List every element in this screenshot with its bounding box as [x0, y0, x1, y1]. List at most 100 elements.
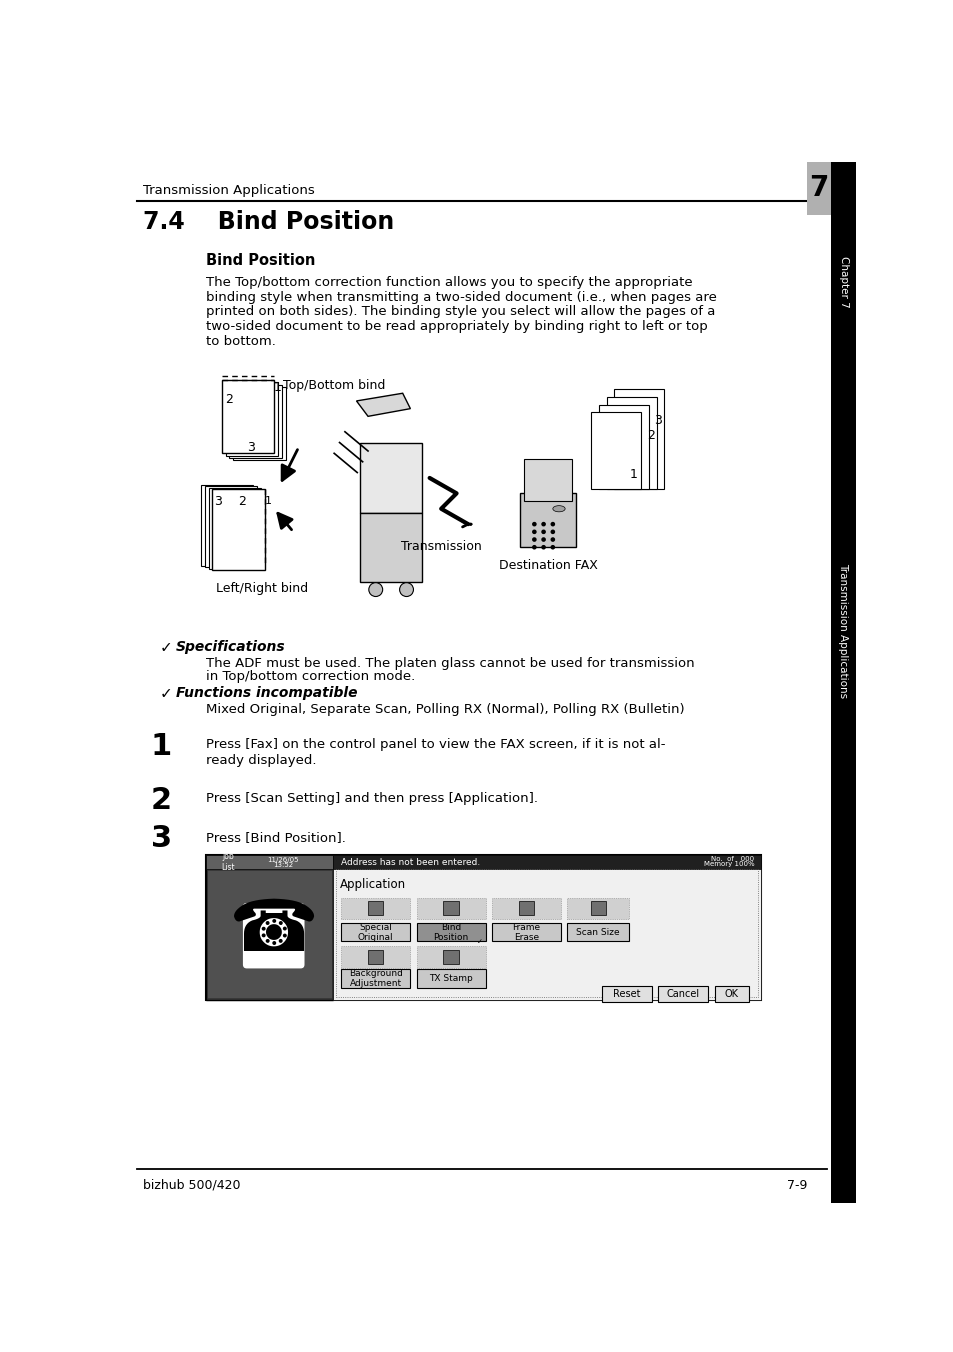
Bar [360, 443, 421, 512]
Bar [333, 856, 760, 1000]
Circle shape [540, 522, 545, 526]
Text: 2: 2 [225, 393, 233, 406]
Bar [714, 986, 748, 1002]
Bar [206, 856, 333, 1000]
Text: Bind
Position: Bind Position [433, 922, 468, 942]
Text: Cancel: Cancel [666, 988, 700, 999]
Bar [208, 871, 332, 999]
Bar [806, 162, 830, 215]
Text: Functions incompatible: Functions incompatible [175, 685, 356, 700]
Text: TX Stamp: TX Stamp [429, 973, 473, 983]
Circle shape [550, 537, 555, 542]
Text: Top/Bottom bind: Top/Bottom bind [283, 379, 385, 392]
Bar [601, 986, 652, 1002]
Bar [567, 898, 628, 919]
Text: ✓: ✓ [160, 685, 172, 700]
Text: Transmission Applications: Transmission Applications [143, 184, 314, 197]
Text: No.  of   000: No. of 000 [711, 856, 754, 863]
Bar [213, 489, 265, 571]
Bar [658, 986, 708, 1002]
Bar [416, 923, 485, 941]
Bar [416, 969, 485, 988]
Bar [614, 389, 664, 489]
Circle shape [532, 545, 537, 549]
Text: printed on both sides). The binding style you select will allow the pages of a: printed on both sides). The binding styl… [206, 306, 715, 319]
Bar [206, 856, 333, 869]
Text: Address has not been entered.: Address has not been entered. [341, 857, 479, 867]
Text: Press [Fax] on the control panel to view the FAX screen, if it is not al-: Press [Fax] on the control panel to view… [206, 738, 665, 752]
Bar [567, 923, 628, 941]
Bar [206, 856, 760, 1000]
Text: ✓: ✓ [160, 639, 172, 654]
Bar [233, 387, 285, 460]
Text: The ADF must be used. The platen glass cannot be used for transmission: The ADF must be used. The platen glass c… [206, 657, 694, 669]
Text: Job
List: Job List [221, 853, 234, 872]
Bar [209, 488, 261, 569]
Text: Reset: Reset [613, 988, 640, 999]
FancyBboxPatch shape [243, 903, 304, 968]
Circle shape [550, 530, 555, 534]
Text: Special
Original: Special Original [357, 922, 394, 942]
Circle shape [540, 537, 545, 542]
Bar [591, 412, 640, 489]
Text: OK: OK [724, 988, 738, 999]
Text: Press [Bind Position].: Press [Bind Position]. [206, 830, 346, 844]
Text: Transmission Applications: Transmission Applications [838, 564, 847, 698]
Text: Mixed Original, Separate Scan, Polling RX (Normal), Polling RX (Bulletin): Mixed Original, Separate Scan, Polling R… [206, 703, 684, 715]
Text: 3: 3 [247, 441, 254, 454]
Text: Memory 100%: Memory 100% [703, 861, 754, 868]
Text: Left/Right bind: Left/Right bind [216, 581, 308, 595]
Bar [368, 902, 383, 915]
Text: ✓: ✓ [476, 940, 482, 945]
Text: ☎: ☎ [229, 896, 318, 965]
Circle shape [550, 545, 555, 549]
Circle shape [550, 522, 555, 526]
Bar [524, 458, 572, 502]
Circle shape [369, 583, 382, 596]
Bar [606, 397, 656, 489]
Bar [205, 487, 257, 568]
Bar [590, 902, 605, 915]
Text: 1: 1 [274, 381, 281, 395]
Bar [336, 869, 757, 996]
Bar [416, 946, 485, 968]
Text: 2: 2 [646, 429, 654, 442]
Bar [229, 385, 281, 458]
Text: Background
Adjustment: Background Adjustment [349, 969, 402, 988]
Bar [416, 898, 485, 919]
Text: Transmission: Transmission [400, 539, 481, 553]
Text: 2: 2 [237, 495, 246, 507]
Bar [518, 902, 534, 915]
Text: 3: 3 [654, 414, 661, 427]
Text: Frame
Erase: Frame Erase [512, 922, 540, 942]
Text: 13:52: 13:52 [273, 863, 294, 868]
Bar [520, 493, 576, 548]
Bar [443, 902, 458, 915]
Text: two-sided document to be read appropriately by binding right to left or top: two-sided document to be read appropriat… [206, 320, 707, 333]
Bar [443, 950, 458, 964]
Ellipse shape [552, 506, 564, 512]
Text: Destination FAX: Destination FAX [498, 558, 597, 572]
Text: Scan Size: Scan Size [576, 927, 619, 937]
Text: binding style when transmitting a two-sided document (i.e., when pages are: binding style when transmitting a two-si… [206, 291, 717, 304]
Bar [360, 512, 421, 581]
Bar [341, 923, 410, 941]
Text: 7: 7 [808, 174, 828, 203]
Text: 3: 3 [213, 495, 222, 507]
Polygon shape [356, 393, 410, 416]
Text: Chapter 7: Chapter 7 [838, 256, 847, 307]
Text: 7-9: 7-9 [785, 1179, 806, 1191]
Text: bizhub 500/420: bizhub 500/420 [143, 1179, 240, 1191]
Bar [341, 898, 410, 919]
Bar [221, 380, 274, 453]
Circle shape [532, 522, 537, 526]
Text: 1: 1 [265, 496, 272, 506]
Bar [333, 856, 760, 869]
Text: 7.4    Bind Position: 7.4 Bind Position [143, 210, 394, 234]
Text: 2: 2 [151, 786, 172, 815]
Text: ready displayed.: ready displayed. [206, 753, 316, 767]
Bar [492, 898, 560, 919]
Circle shape [532, 530, 537, 534]
Bar [201, 485, 253, 565]
Text: 11/26/05: 11/26/05 [267, 857, 299, 863]
